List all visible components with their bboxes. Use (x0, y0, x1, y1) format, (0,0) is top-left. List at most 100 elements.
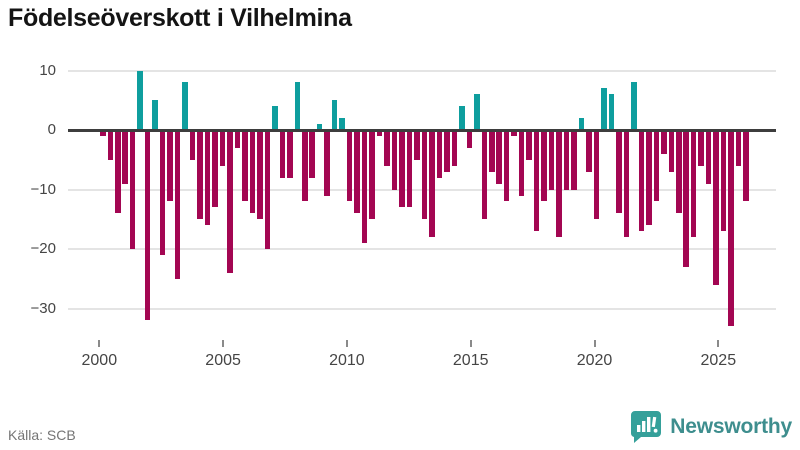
bar-negative (646, 130, 652, 226)
newsworthy-logo-icon (630, 410, 662, 444)
bar-negative (279, 130, 285, 178)
bar-negative (384, 130, 390, 166)
bar-negative (503, 130, 510, 202)
bar-negative (518, 130, 525, 196)
bar-negative (593, 130, 600, 220)
bar-negative (204, 130, 211, 226)
bar-negative (376, 130, 383, 136)
newsworthy-logo-text: Newsworthy (670, 415, 792, 438)
bar-positive (316, 124, 323, 130)
bar-negative (616, 130, 622, 214)
bar-negative (212, 130, 218, 208)
bar-negative (100, 130, 106, 136)
bar-positive (294, 82, 300, 130)
newsworthy-logo: Newsworthy (630, 410, 792, 444)
bar-negative (661, 130, 667, 154)
y-axis-tick-label: −10 (30, 180, 56, 198)
x-axis-tick-label: 2025 (700, 352, 737, 369)
bar-negative (676, 130, 682, 214)
bar-negative (242, 130, 248, 202)
x-axis-tick-label: 2000 (81, 352, 118, 369)
bar-negative (174, 130, 181, 279)
bar-negative (122, 130, 128, 184)
bar-negative (586, 130, 592, 172)
bar-negative (444, 130, 450, 172)
bar-negative (698, 130, 704, 166)
bar-positive (608, 94, 615, 130)
bar-negative (690, 130, 697, 238)
bar-negative (511, 130, 517, 136)
bar-positive (601, 88, 607, 130)
bar-positive (331, 100, 338, 131)
y-axis-tick-label: −30 (30, 299, 56, 317)
bar-negative (683, 130, 689, 267)
bar-negative (257, 130, 263, 220)
bar-negative (481, 130, 487, 220)
bar-negative (361, 130, 368, 243)
bar-positive (631, 82, 637, 130)
bar-negative (324, 130, 330, 196)
bar-negative (728, 130, 734, 327)
bar-negative (526, 130, 532, 160)
x-axis-tick (717, 340, 720, 347)
bar-negative (735, 130, 742, 166)
bar-negative (219, 130, 226, 166)
bar-negative (414, 130, 420, 160)
bar-negative (264, 130, 271, 249)
bar-negative (189, 130, 196, 160)
bar-negative (720, 130, 727, 232)
bar-negative (556, 130, 562, 238)
bar-negative (668, 130, 674, 172)
x-axis-tick (593, 340, 596, 347)
x-axis-tick-label: 2020 (576, 352, 613, 369)
bar-negative (249, 130, 256, 214)
bar-negative (354, 130, 360, 214)
bar-negative (653, 130, 659, 202)
bar-negative (369, 130, 375, 220)
bar-negative (705, 130, 712, 184)
bar-positive (459, 106, 465, 130)
bar-negative (571, 130, 577, 190)
bar-negative (406, 130, 413, 208)
bar-negative (302, 130, 308, 202)
bar-negative (466, 130, 472, 148)
bar-negative (533, 130, 540, 232)
bar-negative (451, 130, 458, 166)
chart-title: Födelseöverskott i Vilhelmina (8, 4, 352, 32)
bar-negative (623, 130, 630, 238)
gridline (68, 248, 776, 250)
bar-negative (167, 130, 173, 202)
gridline (68, 307, 776, 310)
bar-positive (182, 82, 188, 130)
bar-negative (743, 130, 749, 202)
bar-negative (234, 130, 241, 148)
bar-positive (137, 70, 143, 130)
x-axis-tick (469, 340, 472, 347)
bar-negative (287, 130, 293, 178)
bar-positive (578, 118, 585, 130)
x-axis-tick (222, 340, 225, 347)
bar-negative (489, 130, 495, 172)
bar-negative (391, 130, 398, 190)
x-axis-tick (98, 340, 101, 347)
bar-positive (152, 100, 158, 131)
y-axis-tick-label: 0 (47, 121, 56, 138)
bar-positive (339, 118, 345, 130)
bar-positive (272, 106, 278, 130)
bar-negative (159, 130, 166, 255)
bar-negative (107, 130, 113, 160)
bar-negative (496, 130, 502, 184)
source-note: Källa: SCB (8, 427, 76, 443)
bar-negative (421, 130, 428, 220)
bar-negative (713, 130, 719, 285)
bar-negative (144, 130, 151, 321)
y-axis-tick-label: −20 (30, 240, 56, 257)
bar-negative (227, 130, 233, 273)
bar-negative (309, 130, 315, 178)
gridline (68, 69, 776, 72)
x-axis-tick-label: 2015 (452, 352, 489, 369)
bar-negative (638, 130, 645, 232)
bar-negative (197, 130, 203, 220)
y-axis-tick-label: 10 (39, 61, 56, 79)
